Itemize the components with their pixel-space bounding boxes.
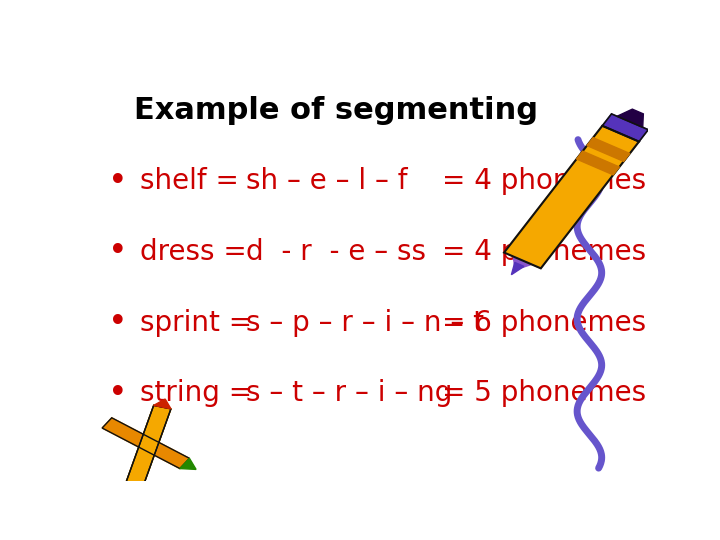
Text: shelf =: shelf = [140, 167, 239, 195]
Polygon shape [126, 406, 171, 485]
Text: s – t – r – i – ng: s – t – r – i – ng [246, 379, 453, 407]
Polygon shape [577, 151, 619, 175]
Polygon shape [603, 114, 648, 141]
Polygon shape [102, 418, 189, 469]
Polygon shape [153, 399, 171, 409]
Text: •: • [108, 306, 127, 339]
Polygon shape [587, 138, 630, 161]
Text: sh – e – l – f: sh – e – l – f [246, 167, 408, 195]
Polygon shape [504, 126, 639, 268]
Text: dress =: dress = [140, 238, 247, 266]
Text: = 6 phonemes: = 6 phonemes [441, 308, 646, 336]
Text: = 4 phonemes: = 4 phonemes [441, 238, 646, 266]
Text: Example of segmenting: Example of segmenting [133, 96, 538, 125]
Polygon shape [180, 458, 196, 469]
Polygon shape [617, 109, 644, 127]
Text: = 5 phonemes: = 5 phonemes [441, 379, 646, 407]
Text: sprint =: sprint = [140, 308, 252, 336]
Polygon shape [511, 262, 524, 275]
Text: •: • [108, 377, 127, 410]
Polygon shape [513, 256, 531, 270]
Text: •: • [108, 235, 127, 268]
Text: •: • [108, 165, 127, 198]
Text: s – p – r – i – n – t: s – p – r – i – n – t [246, 308, 485, 336]
Text: string =: string = [140, 379, 252, 407]
Polygon shape [126, 406, 171, 485]
Text: = 4 phonemes: = 4 phonemes [441, 167, 646, 195]
Text: d  - r  - e – ss: d - r - e – ss [246, 238, 426, 266]
